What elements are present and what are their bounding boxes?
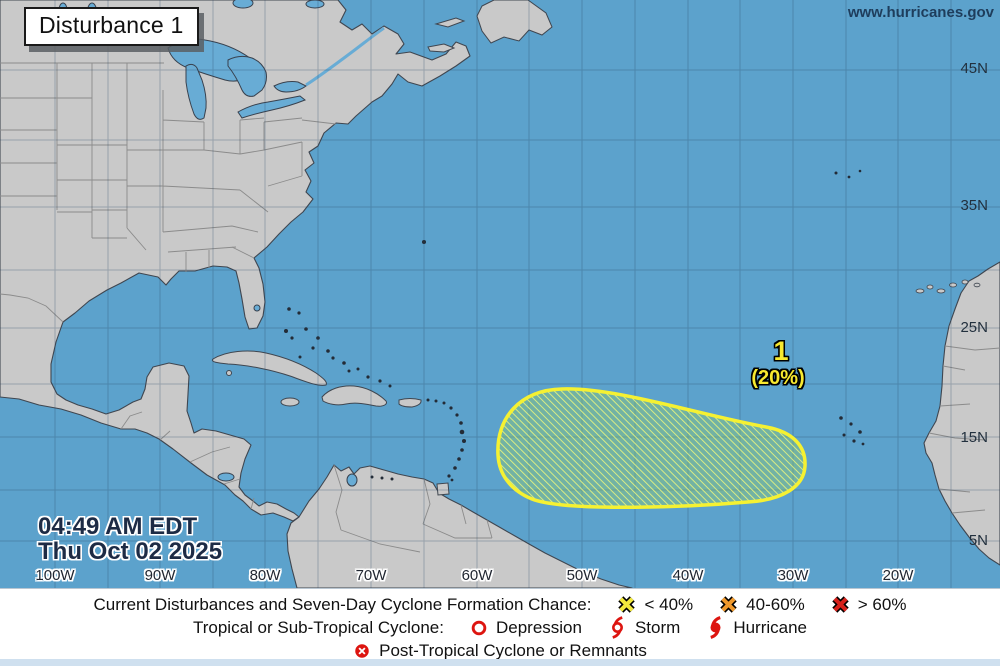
legend-hurricane-text: Hurricane [733,617,808,637]
legend-bottom-strip [0,659,1000,666]
lake-maracaibo [346,473,358,487]
legend-item-gt60: > 60% [831,594,907,615]
legend-item-40-60: 40-60% [719,595,805,615]
lat-label-25n: 25N [960,319,988,336]
island-trinidad [436,482,450,496]
lon-label-90w: 90W [144,567,176,584]
small-islands [284,169,865,482]
legend-item-storm: Storm [608,616,680,639]
legend-cyclone-label: Tropical or Sub-Tropical Cyclone: [192,617,444,637]
legend-item-hurricane: Hurricane [706,616,807,639]
legend-item-depression: Depression [470,618,582,638]
lon-label-50w: 50W [566,567,598,584]
issuance-timestamp: 04:49 AM EDT Thu Oct 02 2025 [38,513,223,566]
island-jamaica [280,397,300,407]
legend-lt40-text: < 40% [644,594,694,614]
legend-row-cyclone-types: Tropical or Sub-Tropical Cyclone: Depres… [193,616,807,639]
island-cuba [211,350,327,386]
lat-label-5n: 5N [968,532,988,549]
disturbance-chance-label: (20%) [751,367,805,389]
depression-icon [471,620,487,635]
site-url-link[interactable]: www.hurricanes.gov [847,4,994,21]
legend-post-tropical-text: Post-Tropical Cyclone or Remnants [379,640,647,660]
legend-item-post-tropical: Post-Tropical Cyclone or Remnants [353,641,647,661]
legend-chance-label: Current Disturbances and Seven-Day Cyclo… [93,594,592,614]
legend-row-post-tropical: Post-Tropical Cyclone or Remnants [353,639,647,662]
lake-michigan [185,63,207,120]
land-maritimes [427,0,553,53]
legend-depression-text: Depression [495,617,582,637]
legend-row-formation-chance: Current Disturbances and Seven-Day Cyclo… [94,593,907,616]
legend-gt60-text: > 60% [857,594,907,614]
disturbance-area[interactable] [496,387,807,510]
post-tropical-icon [355,643,369,658]
page-title: Disturbance 1 [24,7,199,46]
island-juventud [226,370,232,376]
island-puerto-rico [398,398,422,408]
lon-label-80w: 80W [249,567,281,584]
lake-ontario [273,81,307,93]
legend: Current Disturbances and Seven-Day Cyclo… [0,588,1000,666]
x-yellow-icon [618,596,636,613]
lake-huron [227,55,267,97]
legend-40-60-text: 40-60% [746,594,805,614]
lon-label-70w: 70W [355,567,387,584]
lat-label-35n: 35N [960,197,988,214]
x-red-icon [832,596,849,613]
land-north-america [0,0,471,522]
x-orange-icon [720,596,737,613]
greater-antilles [211,350,450,496]
storm-icon [612,616,623,639]
disturbance-number-label: 1 [773,336,789,366]
lon-label-60w: 60W [461,567,493,584]
island-hispaniola [321,385,387,407]
st-lawrence-river [305,26,385,87]
lat-label-45n: 45N [960,60,988,77]
lon-label-30w: 30W [777,567,809,584]
timestamp-time: 04:49 AM EDT [38,513,198,540]
canary-islands [915,279,981,294]
lon-label-40w: 40W [672,567,704,584]
lake-erie [237,95,306,119]
lake-nicaragua [217,472,235,482]
legend-item-lt40: < 40% [617,595,693,615]
lon-label-20w: 20W [882,567,914,584]
lon-label-100w: 100W [35,567,75,584]
timestamp-date: Thu Oct 02 2025 [38,538,223,566]
political-borders [0,62,1000,553]
lake-okeechobee [253,304,261,312]
legend-storm-text: Storm [634,617,681,637]
map-svg [0,0,1000,588]
lat-label-15n: 15N [960,429,988,446]
atlantic-basin-map [0,0,1000,588]
hurricane-icon [710,616,722,639]
